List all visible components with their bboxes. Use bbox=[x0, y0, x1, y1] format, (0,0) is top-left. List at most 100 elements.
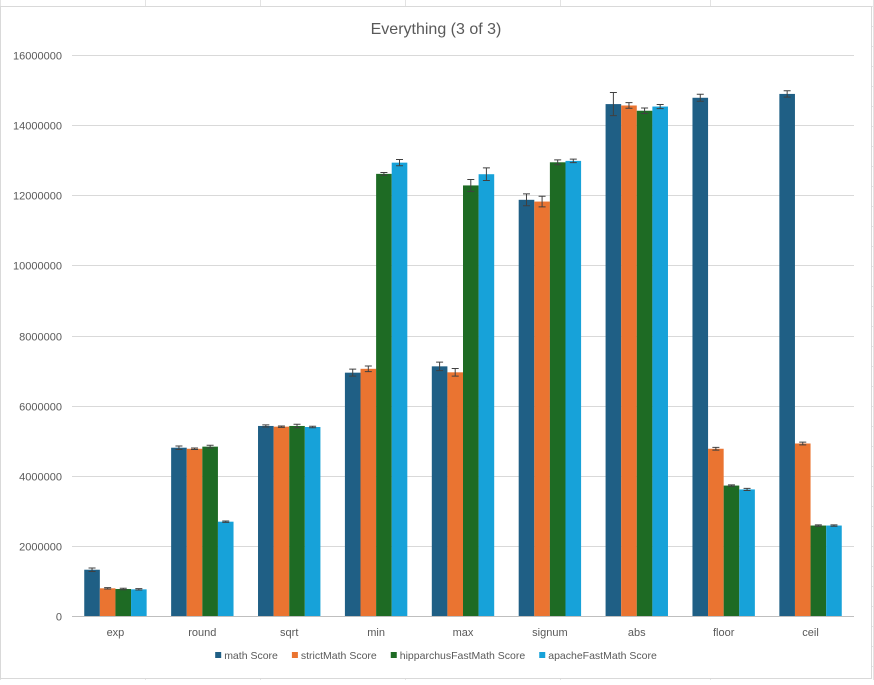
bar-min-strictmath-score[interactable] bbox=[360, 368, 377, 616]
error-bar bbox=[222, 520, 230, 523]
bar-sqrt-math-score[interactable] bbox=[258, 425, 274, 616]
legend-entry[interactable]: strictMath Score bbox=[301, 650, 377, 662]
error-bar bbox=[743, 487, 751, 491]
error-bar bbox=[696, 93, 704, 102]
error-bar bbox=[467, 178, 475, 192]
bar-exp-math-score[interactable] bbox=[84, 569, 100, 616]
y-axis-tick-labels: 0 2000000 4000000 6000000 8000000 10000000 120… bbox=[13, 51, 62, 624]
y-tick-label: 0 bbox=[56, 612, 62, 624]
error-bar bbox=[609, 92, 617, 117]
x-tick-label: ceil bbox=[802, 627, 819, 639]
error-bar bbox=[783, 90, 791, 98]
error-bar bbox=[135, 588, 143, 591]
bar-ceil-apachefastmath-score[interactable] bbox=[826, 525, 842, 616]
error-bar bbox=[799, 441, 807, 446]
bar-sqrt-strictmath-score[interactable] bbox=[273, 426, 290, 616]
bar-ceil-math-score[interactable] bbox=[779, 93, 795, 616]
bar-min-math-score[interactable] bbox=[344, 372, 361, 616]
error-bar bbox=[88, 567, 96, 572]
x-tick-label: max bbox=[453, 627, 474, 639]
legend-entry[interactable]: hipparchusFastMath Score bbox=[400, 650, 526, 662]
error-bar bbox=[830, 524, 838, 527]
error-bar bbox=[625, 102, 633, 109]
bar-exp-hipparchusfastmath-score[interactable] bbox=[115, 589, 132, 616]
bar-exp-apachefastmath-score[interactable] bbox=[131, 589, 147, 616]
bar-max-hipparchusfastmath-score[interactable] bbox=[463, 185, 479, 616]
error-bar bbox=[712, 446, 720, 451]
error-bar bbox=[119, 587, 127, 591]
error-bar bbox=[364, 365, 372, 373]
bar-abs-math-score[interactable] bbox=[605, 104, 622, 617]
bar-max-apachefastmath-score[interactable] bbox=[478, 174, 495, 616]
bar-round-strictmath-score[interactable] bbox=[186, 448, 203, 616]
error-bar bbox=[380, 171, 388, 176]
y-tick-label: 8000000 bbox=[19, 332, 62, 344]
x-tick-label: min bbox=[367, 627, 385, 639]
bar-series bbox=[84, 93, 842, 617]
bar-max-strictmath-score[interactable] bbox=[447, 372, 463, 616]
bar-exp-strictmath-score[interactable] bbox=[99, 588, 116, 616]
bar-signum-hipparchusfastmath-score[interactable] bbox=[549, 162, 566, 616]
error-bar bbox=[727, 484, 735, 487]
x-axis-tick-labels: exp round sqrt min max signum abs floor ceil bbox=[107, 627, 819, 639]
error-bar bbox=[175, 445, 183, 450]
error-bar bbox=[349, 368, 357, 377]
error-bar bbox=[522, 193, 530, 207]
bar-floor-math-score[interactable] bbox=[692, 97, 709, 617]
error-bar bbox=[191, 447, 199, 450]
error-bar bbox=[814, 524, 822, 527]
error-bar bbox=[569, 158, 577, 164]
error-bar bbox=[206, 444, 214, 449]
y-tick-label: 10000000 bbox=[13, 261, 62, 273]
error-bar bbox=[656, 103, 664, 110]
error-bar bbox=[277, 425, 285, 428]
bar-round-hipparchusfastmath-score[interactable] bbox=[202, 446, 218, 616]
error-bar bbox=[262, 424, 270, 428]
bar-min-hipparchusfastmath-score[interactable] bbox=[376, 173, 392, 616]
legend-entry[interactable]: apacheFastMath Score bbox=[548, 650, 657, 662]
bar-abs-apachefastmath-score[interactable] bbox=[652, 106, 668, 617]
legend-swatch bbox=[539, 652, 546, 658]
error-bar bbox=[104, 587, 112, 590]
legend-swatch bbox=[291, 652, 298, 658]
error-bar bbox=[396, 158, 404, 167]
bar-abs-hipparchusfastmath-score[interactable] bbox=[636, 110, 653, 616]
bar-sqrt-hipparchusfastmath-score[interactable] bbox=[289, 425, 305, 616]
error-bar bbox=[554, 159, 562, 166]
bar-abs-strictmath-score[interactable] bbox=[621, 105, 637, 617]
x-tick-label: signum bbox=[532, 627, 567, 639]
chart-title: Everything (3 of 3) bbox=[371, 21, 502, 38]
y-tick-label: 6000000 bbox=[19, 402, 62, 414]
bar-sqrt-apachefastmath-score[interactable] bbox=[304, 427, 321, 616]
bar-round-math-score[interactable] bbox=[171, 447, 187, 616]
bar-ceil-hipparchusfastmath-score[interactable] bbox=[810, 525, 827, 616]
bar-floor-strictmath-score[interactable] bbox=[708, 448, 724, 616]
bar-min-apachefastmath-score[interactable] bbox=[391, 162, 408, 616]
bar-signum-apachefastmath-score[interactable] bbox=[565, 160, 582, 617]
bar-ceil-strictmath-score[interactable] bbox=[794, 443, 811, 616]
bar-floor-hipparchusfastmath-score[interactable] bbox=[723, 485, 740, 616]
legend-swatch bbox=[390, 652, 397, 658]
bar-floor-apachefastmath-score[interactable] bbox=[739, 489, 755, 616]
y-tick-label: 2000000 bbox=[19, 542, 62, 554]
error-bar bbox=[641, 107, 649, 115]
error-bar bbox=[436, 361, 444, 372]
bar-round-apachefastmath-score[interactable] bbox=[217, 521, 234, 616]
x-tick-label: floor bbox=[713, 627, 735, 639]
y-tick-label: 4000000 bbox=[19, 472, 62, 484]
legend-swatch bbox=[215, 652, 222, 658]
legend-entry[interactable]: math Score bbox=[224, 650, 278, 662]
error-bar bbox=[293, 423, 301, 429]
bar-signum-strictmath-score[interactable] bbox=[534, 201, 550, 616]
x-tick-label: sqrt bbox=[280, 627, 298, 639]
x-tick-label: abs bbox=[628, 627, 646, 639]
bar-signum-math-score[interactable] bbox=[518, 199, 535, 617]
error-bar bbox=[309, 425, 317, 429]
legend[interactable]: math Score strictMath Score hipparchusFast… bbox=[215, 650, 657, 662]
error-bars bbox=[88, 90, 838, 591]
error-bar bbox=[538, 195, 546, 208]
bar-max-math-score[interactable] bbox=[431, 366, 448, 616]
y-tick-label: 14000000 bbox=[13, 121, 62, 133]
error-bar bbox=[482, 167, 490, 182]
